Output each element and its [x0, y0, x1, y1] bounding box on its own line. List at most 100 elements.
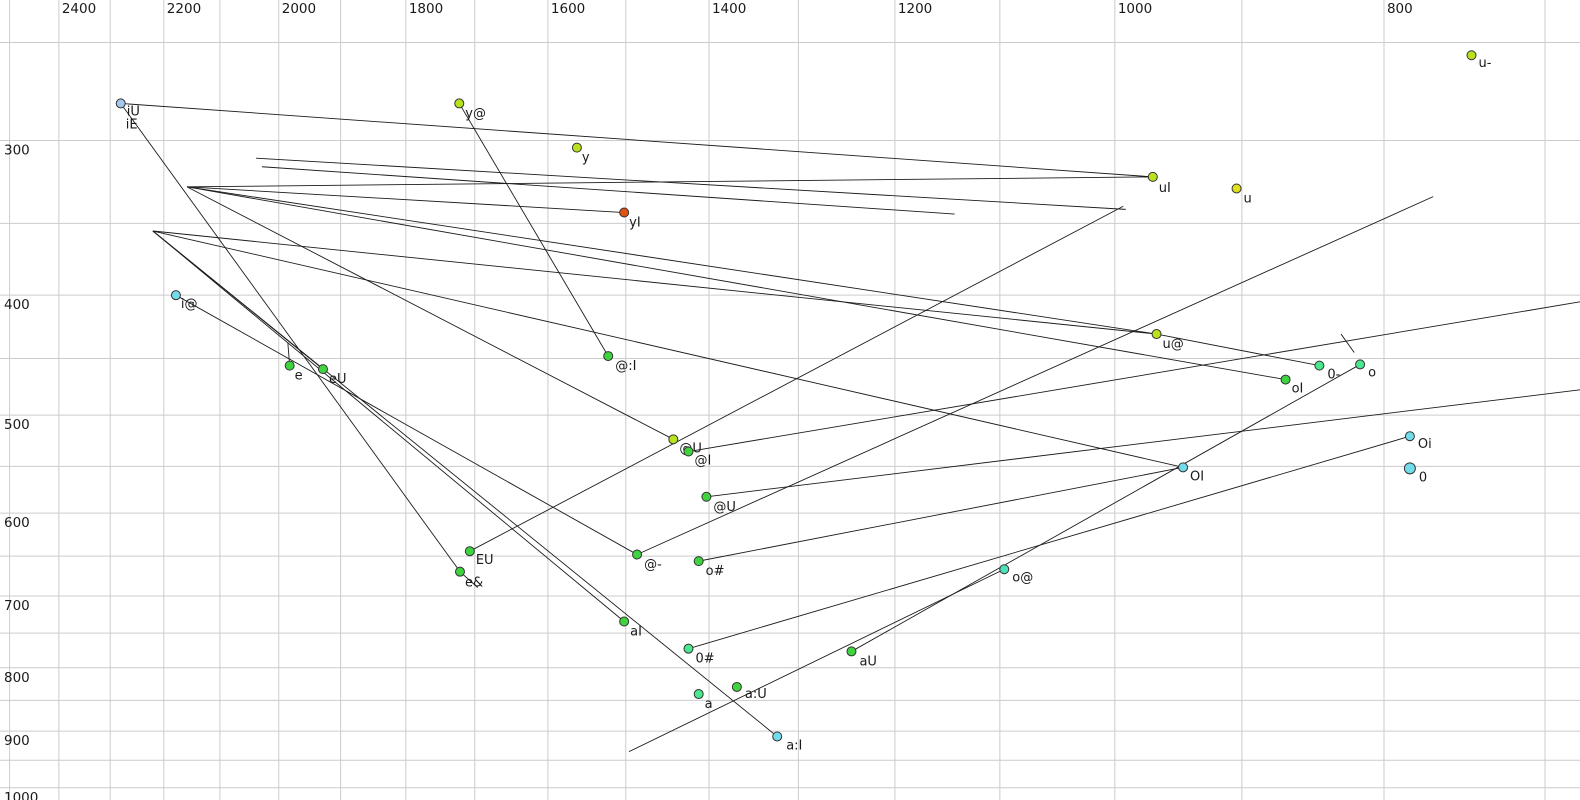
- vowel-point-label: i@: [181, 297, 198, 312]
- vowel-point-label: @:I: [615, 359, 636, 374]
- x-tick-label: 1000: [1118, 1, 1152, 17]
- x-tick-label: 2200: [167, 1, 201, 17]
- vowel-point: [701, 491, 712, 502]
- vowel-point-label: EU: [476, 553, 494, 568]
- trajectory-line: [152, 230, 625, 622]
- vowel-point: [454, 98, 465, 109]
- trajectory-line: [851, 364, 1361, 652]
- vowel-point-group: @-: [632, 549, 662, 573]
- vowel-point-label: 0: [1419, 470, 1427, 485]
- vowel-point-label: eU: [329, 372, 347, 387]
- vowel-point-group: yI: [619, 207, 641, 231]
- vowel-point: [731, 681, 742, 692]
- trajectory-line: [706, 389, 1580, 498]
- trajectory-line: [1340, 333, 1355, 353]
- vowel-point-label: u: [1244, 191, 1252, 206]
- x-tick-label: 1200: [898, 1, 932, 17]
- vowel-point-group: eU: [317, 364, 347, 387]
- vowel-point-group: iE: [126, 117, 138, 132]
- vowel-point-group: e&: [454, 566, 483, 591]
- trajectory-line: [186, 186, 1286, 381]
- trajectory-line: [120, 102, 1153, 178]
- vowel-point-group: y@: [454, 98, 486, 121]
- vowel-point-group: a: [693, 689, 713, 712]
- x-tick-label: 800: [1387, 1, 1413, 17]
- y-tick-label: 300: [4, 143, 30, 159]
- vowel-point: [668, 434, 679, 445]
- vowel-point: [1280, 374, 1291, 385]
- vowel-point-group: 0#: [683, 643, 715, 667]
- vowel-point: [1403, 462, 1416, 475]
- vowel-point-group: Oi: [1404, 431, 1432, 452]
- vowel-point-group: 0: [1403, 462, 1427, 485]
- vowel-point: [1314, 360, 1325, 371]
- y-tick-label: 600: [4, 515, 30, 531]
- vowel-point: [571, 142, 582, 153]
- trajectory-line: [152, 230, 1184, 468]
- trajectory-line: [256, 157, 1126, 210]
- vowel-point: [603, 351, 614, 362]
- vowel-point-label: @I: [694, 454, 711, 469]
- vowel-point: [1178, 462, 1189, 473]
- vowel-point-label: o: [1368, 365, 1376, 380]
- vowel-point-group: oI: [1280, 374, 1303, 397]
- vowel-point-group: o@: [999, 564, 1033, 585]
- vowel-point-group: @U: [701, 491, 736, 515]
- vowel-point: [619, 207, 630, 218]
- vowel-point-group: a:U: [731, 681, 767, 702]
- y-tick-label: 1000: [4, 790, 38, 800]
- trajectory-line: [698, 466, 1184, 562]
- vowel-point: [846, 646, 857, 657]
- vowel-point: [693, 556, 704, 567]
- vowel-point-label: o#: [706, 564, 725, 579]
- vowel-point: [1355, 359, 1366, 370]
- vowel-point: [632, 549, 643, 560]
- vowel-point-group: u: [1231, 183, 1252, 206]
- trajectory-line: [261, 166, 955, 215]
- vowel-point-label: a:U: [745, 687, 767, 702]
- vowel-point-group: u-: [1466, 50, 1492, 71]
- vowel-point: [1404, 431, 1415, 442]
- x-tick-label: 1600: [551, 1, 585, 17]
- vowel-point-label: yI: [629, 216, 641, 231]
- vowel-point-group: EU: [464, 546, 494, 568]
- vowel-point-label: u-: [1479, 56, 1492, 71]
- vowel-point-label: o@: [1012, 570, 1033, 585]
- x-tick-label: 1800: [409, 1, 443, 17]
- trajectory-line: [120, 103, 461, 572]
- vowel-point-group: aI: [619, 616, 642, 640]
- trajectory-line: [636, 196, 1434, 555]
- vowel-point-group: @I: [683, 446, 711, 469]
- vowel-point-label: uI: [1159, 181, 1171, 196]
- trajectory-line: [175, 294, 638, 555]
- x-tick-label: 2000: [282, 1, 316, 17]
- trajectory-line: [688, 301, 1580, 452]
- trajectory-line: [152, 230, 324, 370]
- y-tick-label: 400: [4, 297, 30, 313]
- vowel-point-group: uI: [1147, 171, 1171, 196]
- vowel-point: [284, 360, 295, 371]
- trajectory-line: [152, 230, 1157, 335]
- vowel-point: [1231, 183, 1242, 194]
- vowel-point-label: y@: [465, 106, 486, 121]
- vowel-point: [693, 689, 704, 700]
- y-tick-label: 800: [4, 670, 30, 686]
- vowel-point: [683, 643, 694, 654]
- trajectory-line: [458, 103, 609, 357]
- y-axis-tick-labels: 300 400 500 600 700 800 900 1000: [4, 143, 38, 800]
- y-tick-label: 900: [4, 733, 30, 749]
- vowel-point: [317, 364, 328, 375]
- vowel-point-label: Oi: [1418, 437, 1432, 452]
- x-axis-tick-labels: 2400 2200 2000 1800 1600 1400 1200 1000 800: [62, 1, 1413, 17]
- vowel-point: [464, 546, 475, 557]
- vowel-point-label: 0#: [695, 652, 714, 667]
- trajectory-line: [1156, 333, 1320, 367]
- vowel-point: [170, 290, 181, 301]
- vowel-point: [772, 731, 783, 742]
- vowel-point-group: iU: [115, 98, 140, 119]
- vowel-point-group: OI: [1178, 462, 1204, 484]
- vowel-point-label: e: [295, 369, 303, 384]
